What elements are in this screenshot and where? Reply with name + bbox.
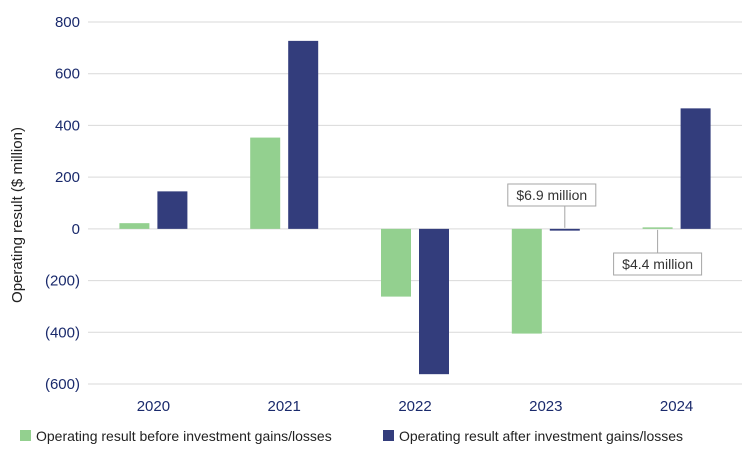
legend-item: Operating result before investment gains… (20, 428, 332, 444)
annotations: $6.9 million $4.4 million (507, 183, 703, 276)
bar-2021-series-2 (288, 40, 319, 229)
y-tick-label: 0 (72, 221, 80, 238)
bar-2023-series-2 (549, 228, 580, 231)
y-tick-label: 400 (55, 117, 80, 134)
bar-2023-series-1 (511, 228, 542, 334)
callout-label: $4.4 million (622, 256, 693, 272)
callout-box (507, 183, 597, 207)
x-axis-ticks: 2020 2021 2022 2023 2024 (137, 398, 694, 415)
x-tick-label: 2021 (268, 398, 301, 415)
y-tick-label: (200) (45, 273, 80, 290)
legend-label: Operating result before investment gains… (36, 428, 332, 444)
gridlines (88, 21, 742, 385)
x-tick-label: 2022 (398, 398, 431, 415)
y-tick-label: (400) (45, 324, 80, 341)
legend: Operating result before investment gains… (20, 428, 683, 444)
bar-2022-series-1 (381, 228, 411, 297)
callout: $4.4 million (613, 229, 703, 276)
legend-swatch (20, 430, 31, 441)
bar-2020-series-1 (119, 223, 150, 229)
legend-swatch (383, 430, 394, 441)
y-axis-label: Operating result ($ million) (9, 127, 26, 303)
bar-2022-series-2 (419, 228, 449, 375)
callout: $6.9 million (507, 183, 597, 228)
callout-label: $6.9 million (516, 187, 587, 203)
y-axis-ticks: 800 600 400 200 0 (200) (400) (600) (45, 14, 80, 393)
bars (119, 40, 711, 375)
y-tick-label: 200 (55, 169, 80, 186)
bar-2024-series-1 (642, 227, 673, 229)
bar-2021-series-1 (250, 137, 281, 229)
y-tick-label: 600 (55, 66, 80, 83)
y-tick-label: 800 (55, 14, 80, 31)
x-tick-label: 2020 (137, 398, 170, 415)
bar-2024-series-2 (680, 108, 711, 229)
x-tick-label: 2023 (529, 398, 562, 415)
legend-item: Operating result after investment gains/… (383, 428, 683, 444)
callout-box (613, 252, 703, 276)
bar-2020-series-2 (157, 191, 188, 229)
x-tick-label: 2024 (660, 398, 693, 415)
legend-label: Operating result after investment gains/… (399, 428, 683, 444)
y-tick-label: (600) (45, 376, 80, 393)
